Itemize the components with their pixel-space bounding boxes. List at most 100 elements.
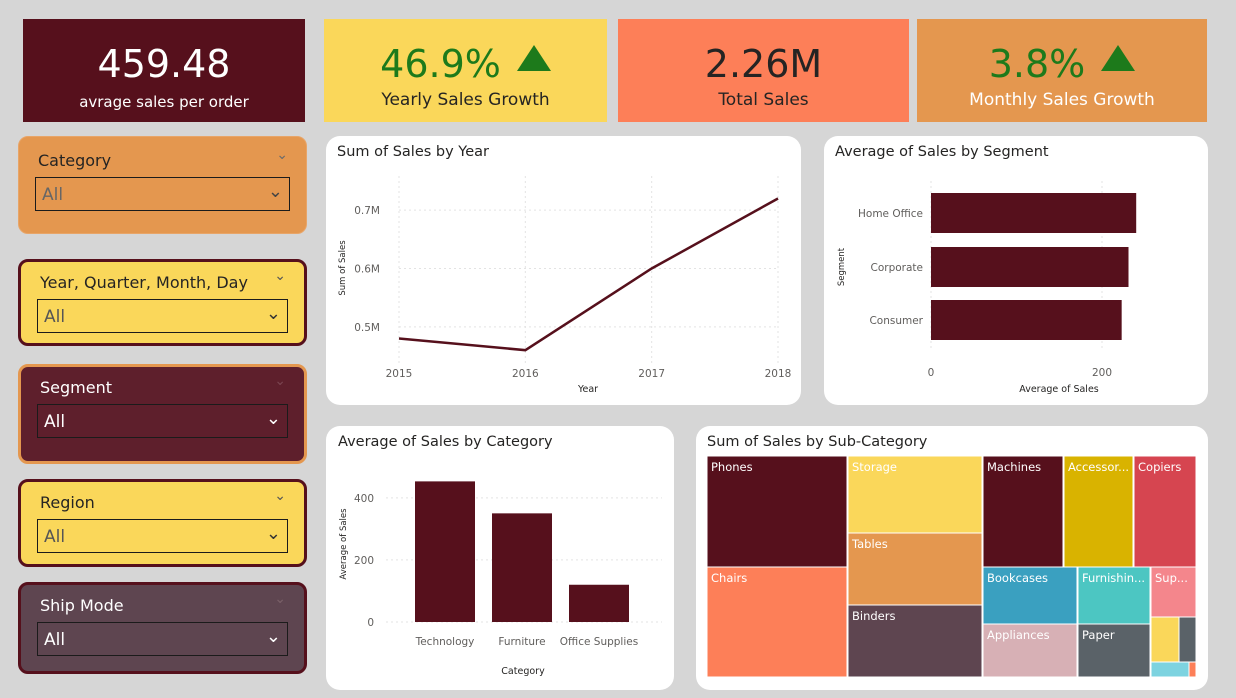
y-tick-label: Home Office: [858, 208, 923, 220]
treemap-tile: [982, 566, 1078, 625]
y-axis-title: Sum of Sales: [338, 240, 348, 296]
treemap-label: Storage: [852, 460, 897, 474]
treemap-tile: [1178, 616, 1197, 663]
x-axis-title: Category: [501, 666, 545, 677]
dropdown-value: All: [42, 185, 64, 205]
x-tick-label: 2015: [386, 368, 413, 380]
card-sales-by-subcategory: Sum of Sales by Sub-Category Phones Chair…: [696, 426, 1208, 690]
x-tick-label: 2018: [765, 368, 792, 380]
treemap-label: Phones: [711, 460, 753, 474]
bar: [569, 584, 629, 622]
y-tick-label: 0.5M: [354, 322, 380, 334]
chart-title: Sum of Sales by Year: [337, 144, 490, 160]
treemap-tile: [1188, 661, 1197, 678]
chevron-down-icon: ⌄: [265, 626, 281, 647]
kpi-total-sales: 2.26M Total Sales: [618, 19, 909, 122]
dropdown-value: All: [44, 412, 66, 432]
slicer-ship-mode: Ship Mode ⌄ All ⌄: [18, 582, 307, 674]
slicer-title: Segment: [40, 378, 112, 397]
x-axis-title: Year: [577, 384, 598, 395]
kpi-label: Yearly Sales Growth: [381, 90, 550, 110]
chevron-down-icon[interactable]: ⌄: [274, 591, 286, 607]
chevron-down-icon: ⌄: [265, 303, 281, 324]
dropdown-value: All: [44, 527, 66, 547]
date-dropdown[interactable]: All ⌄: [37, 299, 288, 333]
x-tick-label: 2017: [638, 368, 665, 380]
dropdown-value: All: [44, 630, 66, 650]
treemap-tile: [706, 566, 848, 678]
category-bar-chart: 0 200 400 Technology Furniture Office Supplie…: [339, 481, 662, 677]
y-tick-label: 0: [367, 617, 374, 629]
kpi-yearly-sales-growth: 46.9% Yearly Sales Growth: [324, 19, 607, 122]
segment-bar-chart: 0 200 Home Office Corporate Consumer Average …: [837, 181, 1137, 395]
kpi-label: avrage sales per order: [79, 93, 249, 111]
kpi-label: Total Sales: [718, 90, 809, 110]
slicer-region: Region ⌄ All ⌄: [18, 479, 307, 567]
kpi-value: 46.9%: [380, 42, 501, 86]
slicer-title: Category: [38, 151, 112, 170]
treemap-label: Chairs: [711, 571, 747, 585]
kpi-value: 2.26M: [704, 42, 823, 86]
kpi-label: Monthly Sales Growth: [969, 90, 1155, 110]
x-tick-label: Office Supplies: [560, 636, 638, 648]
arrow-up-icon: [516, 45, 551, 71]
bar: [415, 481, 475, 622]
x-tick-label: 0: [928, 367, 935, 379]
bar: [931, 300, 1122, 340]
treemap-tile: [706, 455, 848, 568]
x-axis-title: Average of Sales: [1019, 384, 1099, 395]
treemap-label: Machines: [987, 460, 1041, 474]
chevron-down-icon[interactable]: ⌄: [276, 147, 288, 163]
category-dropdown[interactable]: All ⌄: [35, 177, 290, 211]
bar: [492, 513, 552, 622]
treemap-tile: [847, 604, 983, 678]
treemap-tile: [982, 623, 1078, 678]
treemap-tile: [847, 455, 983, 534]
kpi-value: 459.48: [97, 42, 231, 86]
chevron-down-icon: ⌄: [267, 181, 283, 202]
y-tick-label: Corporate: [871, 262, 924, 274]
chevron-down-icon[interactable]: ⌄: [274, 268, 286, 284]
slicer-date: Year, Quarter, Month, Day ⌄ All ⌄: [18, 259, 307, 346]
y-axis-title: Segment: [837, 247, 847, 286]
x-tick-label: 2016: [512, 368, 539, 380]
kpi-value: 3.8%: [988, 42, 1086, 86]
chevron-down-icon[interactable]: ⌄: [274, 373, 286, 389]
x-tick-label: 200: [1092, 367, 1112, 379]
ship-mode-dropdown[interactable]: All ⌄: [37, 622, 288, 656]
treemap-label: Appliances: [987, 628, 1050, 642]
treemap-label: Bookcases: [987, 571, 1048, 585]
treemap-label: Furnishin...: [1082, 571, 1145, 585]
treemap-label: Paper: [1082, 628, 1115, 642]
treemap-label: Copiers: [1138, 460, 1181, 474]
x-tick-label: Furniture: [498, 636, 545, 648]
segment-dropdown[interactable]: All ⌄: [37, 404, 288, 438]
treemap-tile: [1077, 566, 1151, 625]
card-avg-sales-by-segment: Average of Sales by Segment 0 200 Home Off…: [824, 136, 1208, 405]
bar: [931, 193, 1137, 233]
treemap-label: Tables: [851, 537, 888, 551]
series-line: [398, 197, 779, 352]
dropdown-value: All: [44, 307, 66, 327]
region-dropdown[interactable]: All ⌄: [37, 519, 288, 553]
treemap-tile: [847, 532, 983, 606]
slicer-title: Ship Mode: [40, 596, 124, 615]
kpi-monthly-sales-growth: 3.8% Monthly Sales Growth: [917, 19, 1207, 122]
y-tick-label: Consumer: [869, 315, 923, 327]
treemap-label: Sup...: [1155, 571, 1188, 585]
treemap-label: Accessor...: [1068, 460, 1129, 474]
kpi-avg-sales-per-order: 459.48 avrage sales per order: [23, 19, 305, 122]
y-tick-label: 0.6M: [354, 264, 380, 276]
treemap-tile: [1150, 616, 1180, 663]
arrow-up-icon: [1101, 45, 1136, 71]
line-chart: 0.5M 0.6M 0.7M 2015 2016 2017 2018 Year Sum of S…: [338, 176, 792, 395]
chart-title: Average of Sales by Segment: [835, 144, 1049, 160]
slicer-title: Region: [40, 493, 95, 512]
chart-title: Sum of Sales by Sub-Category: [707, 434, 928, 450]
treemap-tile: [1150, 661, 1190, 678]
chevron-down-icon[interactable]: ⌄: [274, 488, 286, 504]
chevron-down-icon: ⌄: [265, 408, 281, 429]
card-avg-sales-by-category: Average of Sales by Category 0 200 400 Tech…: [326, 426, 674, 690]
chart-title: Average of Sales by Category: [338, 434, 553, 450]
slicer-segment: Segment ⌄ All ⌄: [18, 364, 307, 464]
